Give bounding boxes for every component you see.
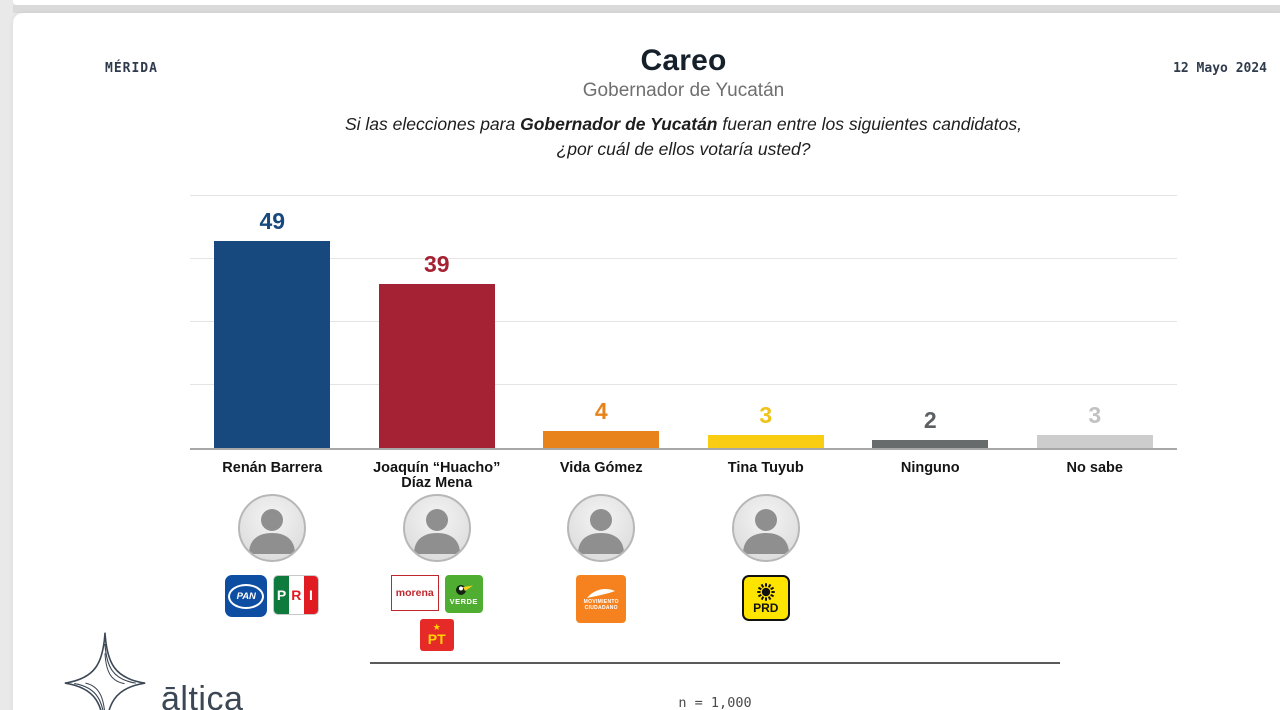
chart-bar-0 xyxy=(214,241,331,448)
question-suffix: fueran entre los siguientes candidatos, … xyxy=(556,114,1022,159)
candidate-photo-3 xyxy=(731,494,800,562)
mc-label-line-0: MOVIMIENTO xyxy=(583,599,619,605)
pri-segment-I: I xyxy=(303,576,319,614)
candidate-name-2: Vida Gómez xyxy=(560,461,643,493)
brand-logo: āltica xyxy=(63,629,243,710)
gridline-30 xyxy=(190,321,1177,322)
bar-value-label-3: 3 xyxy=(759,402,773,429)
candidate-photo-2 xyxy=(567,494,636,562)
candidate-column-2: Vida Gómez MOVIMIENTO CIUDADANO xyxy=(519,461,684,623)
candidate-name-line: No sabe xyxy=(1066,460,1123,476)
party-logo-morena: morena xyxy=(390,575,439,611)
person-silhouette-icon xyxy=(249,509,296,554)
candidate-photo-0 xyxy=(238,494,307,562)
verde-label: VERDE xyxy=(449,597,478,606)
candidate-name-3: Tina Tuyub xyxy=(728,461,804,493)
candidate-photo-1 xyxy=(402,494,471,562)
slide-title: Careo xyxy=(640,44,727,77)
party-logos-3: PRD xyxy=(741,575,790,621)
slide-subtitle: Gobernador de Yucatán xyxy=(582,80,785,101)
sample-size-label: n = 1,000 xyxy=(678,695,752,710)
bar-column-3: 3 xyxy=(684,195,849,448)
morena-label: morena xyxy=(395,587,434,599)
gridline-15 xyxy=(190,384,1177,386)
footer-divider xyxy=(370,662,1060,664)
sun-icon xyxy=(757,583,775,601)
bar-value-label-2: 4 xyxy=(594,398,608,425)
chart-bar-5 xyxy=(1036,435,1153,448)
candidate-column-1: Joaquín “Huacho” Díaz Mena morena VERDE ★ PT xyxy=(355,461,520,651)
pan-ellipse: PAN xyxy=(228,583,265,609)
person-silhouette-icon xyxy=(578,509,625,554)
party-logo-prd: PRD xyxy=(741,575,790,621)
candidate-column-0: Renán Barrera PAN P R I xyxy=(190,461,355,617)
bar-column-4: 2 xyxy=(848,195,1013,448)
pan-label: PAN xyxy=(236,590,256,602)
candidate-name-0: Renán Barrera xyxy=(222,461,322,493)
party-logos-0: PAN P R I xyxy=(225,575,320,617)
eagle-icon xyxy=(587,589,616,598)
candidate-name-line: Joaquín “Huacho” xyxy=(373,460,501,476)
gridline-60 xyxy=(190,194,1177,196)
party-logo-mc: MOVIMIENTO CIUDADANO xyxy=(576,575,627,623)
pri-segment-P: P xyxy=(274,576,289,614)
slide-gap xyxy=(13,5,1280,13)
candidate-name-line: Vida Gómez xyxy=(559,460,643,476)
candidate-name-5: No sabe xyxy=(1067,461,1123,493)
chart-bar-3 xyxy=(707,435,824,448)
bar-column-2: 4 xyxy=(519,195,684,448)
prd-label: PRD xyxy=(753,601,779,615)
candidate-row: Renán Barrera PAN P R I Joaquín “Huacho” Díaz … xyxy=(190,461,1177,651)
bar-value-label-5: 3 xyxy=(1088,402,1102,429)
star-icon: ★ xyxy=(432,622,441,632)
person-silhouette-icon xyxy=(742,509,789,554)
party-logo-verde: VERDE xyxy=(444,575,483,613)
bar-chart-plot: 49 39 4 3 2 3 xyxy=(190,194,1177,450)
bar-column-0: 49 xyxy=(190,195,355,448)
party-logo-pt: ★ PT xyxy=(419,619,454,651)
candidate-name-line: Díaz Mena xyxy=(401,475,473,491)
person-silhouette-icon xyxy=(413,509,460,554)
party-logo-pan: PAN xyxy=(225,575,268,617)
pri-segment-R: R xyxy=(288,576,304,614)
bar-value-label-1: 39 xyxy=(423,250,450,277)
bar-value-label-0: 49 xyxy=(259,208,286,235)
brand-name: āltica xyxy=(161,679,244,710)
candidate-name-4: Ninguno xyxy=(901,461,960,493)
candidate-name-line: Renán Barrera xyxy=(222,460,323,476)
poll-slide: MÉRIDA 12 Mayo 2024 Careo Gobernador de … xyxy=(13,13,1280,710)
party-logos-2: MOVIMIENTO CIUDADANO xyxy=(576,575,627,623)
candidate-name-line: Tina Tuyub xyxy=(727,460,804,476)
chart-bar-1 xyxy=(378,283,495,448)
chart-bar-2 xyxy=(543,431,660,448)
question-bold: Gobernador de Yucatán xyxy=(520,114,718,134)
candidate-column-3: Tina Tuyub PRD xyxy=(684,461,849,621)
location-label: MÉRIDA xyxy=(105,61,158,76)
survey-question: Si las elecciones para Gobernador de Yuc… xyxy=(344,112,1024,162)
candidate-name-line: Ninguno xyxy=(900,460,960,476)
mc-label-line-1: CIUDADANO xyxy=(584,605,618,611)
bar-columns: 49 39 4 3 2 3 xyxy=(190,195,1177,448)
pt-label: PT xyxy=(427,631,446,647)
gridline-45 xyxy=(190,257,1177,259)
candidate-column-4: Ninguno xyxy=(848,461,1013,493)
question-prefix: Si las elecciones para xyxy=(344,114,521,134)
candidate-column-5: No sabe xyxy=(1013,461,1178,493)
bar-column-1: 39 xyxy=(355,195,520,448)
bar-value-label-4: 2 xyxy=(923,406,937,433)
toucan-icon xyxy=(455,585,473,595)
bar-column-5: 3 xyxy=(1013,195,1178,448)
altica-star-icon xyxy=(64,632,146,710)
date-label: 12 Mayo 2024 xyxy=(1173,61,1267,76)
candidate-name-1: Joaquín “Huacho” Díaz Mena xyxy=(373,461,500,493)
previous-slide-edge xyxy=(13,0,1280,5)
chart-bar-4 xyxy=(872,439,989,448)
party-logos-1: morena VERDE ★ PT xyxy=(382,575,492,651)
